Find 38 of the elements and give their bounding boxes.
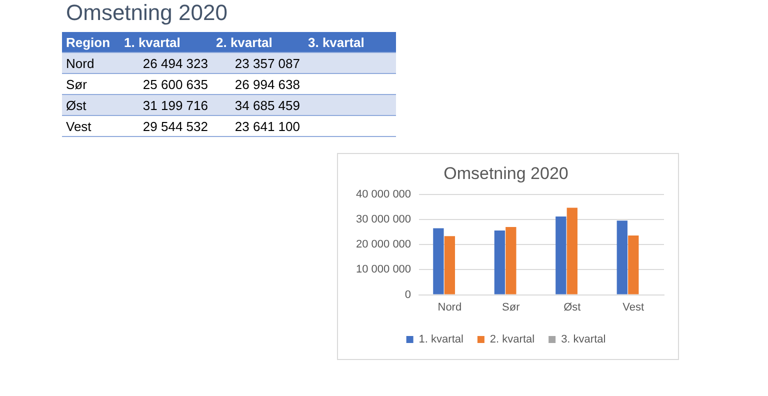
bar: [628, 235, 639, 294]
data-label: 23 641 100: [212, 116, 304, 136]
data-label: 34 685 459: [212, 94, 304, 116]
x-tick-label: Nord: [438, 301, 462, 314]
x-tick-label: Vest: [622, 301, 644, 314]
y-tick-label: 20 000 000: [356, 238, 412, 251]
legend-label: 2. kvartal: [490, 334, 535, 346]
category-label: Sør: [62, 74, 120, 94]
category-label: Nord: [62, 52, 120, 74]
data-label: 26 494 323: [120, 52, 212, 74]
data-label: 23 357 087: [212, 52, 304, 74]
y-tick-label: 0: [404, 288, 412, 301]
y-tick-label: 10 000 000: [356, 264, 412, 276]
text: Region: [62, 32, 120, 52]
series-label: 1. kvartal: [120, 32, 212, 52]
series-label: 2. kvartal: [212, 32, 304, 52]
text: 3. kvartal: [304, 32, 396, 52]
x-tick-label: Sør: [502, 301, 520, 314]
bar: [494, 230, 506, 294]
bar: [566, 208, 578, 294]
bar: [433, 228, 444, 294]
bar: [556, 216, 566, 294]
data-label: 26 994 638: [212, 74, 304, 94]
x-tick-label: Øst: [564, 301, 581, 314]
data-label: 25 600 635: [120, 74, 212, 94]
bar: [444, 236, 456, 294]
bar: [616, 220, 628, 294]
y-tick-label: 40 000 000: [356, 188, 412, 200]
text: Omsetning 2020: [66, 0, 228, 26]
data-label: 29 544 532: [120, 116, 212, 136]
legend-label: 3. kvartal: [561, 334, 606, 346]
chart-title: Omsetning 2020: [444, 164, 568, 183]
category-label: Øst: [62, 94, 120, 116]
y-tick-label: 30 000 000: [356, 214, 412, 226]
category-label: Vest: [62, 116, 120, 136]
bar: [506, 227, 516, 294]
legend-label: 1. kvartal: [418, 334, 464, 346]
data-label: 31 199 716: [120, 94, 212, 116]
